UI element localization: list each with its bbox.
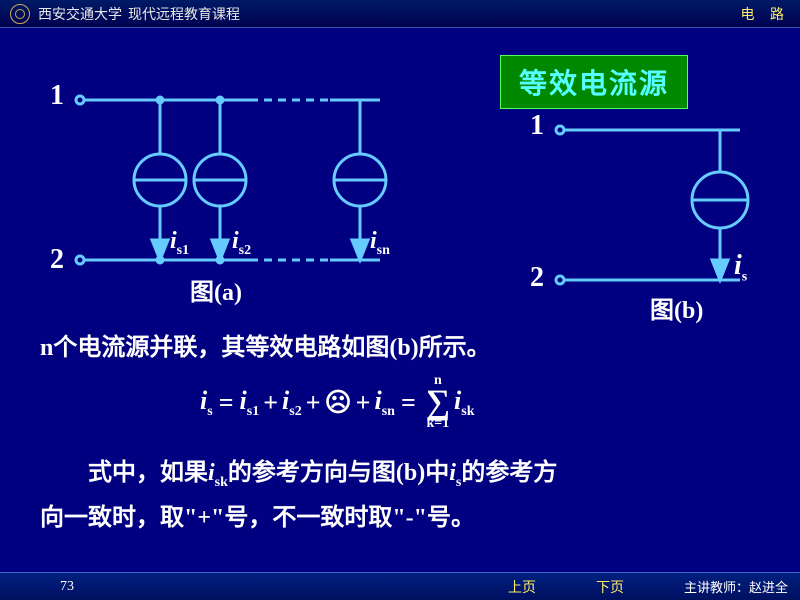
body-line-3: 向一致时，取"+"号，不一致时取"-"号。: [40, 500, 475, 536]
section-title: 等效电流源: [519, 69, 669, 100]
circuit-a-label-is1: is1: [170, 228, 189, 259]
page-number: 73: [60, 579, 74, 595]
circuit-a-figlabel: 图(a): [190, 272, 242, 307]
university-logo: [10, 4, 30, 24]
circuit-a-label-isn: isn: [370, 228, 390, 259]
circuit-b-node-1: 1: [530, 110, 544, 142]
section-title-box: 等效电流源: [500, 55, 688, 109]
university-name: 西安交通大学: [38, 4, 122, 24]
header-bar: 西安交通大学 现代远程教育课程 电 路: [0, 0, 800, 28]
formula: is = is1 + is2 + ☹ + isn = n ∑ k=1 isk: [200, 375, 475, 431]
footer-bar: 73 上页 下页 主讲教师：赵进全: [0, 572, 800, 600]
circuit-b-label-is: is: [734, 250, 747, 286]
course-name: 现代远程教育课程: [128, 4, 240, 24]
teacher-name: 主讲教师：赵进全: [684, 577, 788, 596]
circuit-a-node-1: 1: [50, 80, 64, 112]
circuit-b: [540, 110, 770, 320]
nav-links: 上页 下页: [508, 577, 624, 597]
circuit-b-node-2: 2: [530, 262, 544, 294]
circuit-a-label-is2: is2: [232, 228, 251, 259]
body-line-1: n个电流源并联，其等效电路如图(b)所示。: [40, 330, 491, 366]
subject-name: 电 路: [741, 4, 791, 24]
body-line-2: 式中，如果isk的参考方向与图(b)中is的参考方: [40, 455, 770, 493]
circuit-a-node-2: 2: [50, 244, 64, 276]
circuit-b-figlabel: 图(b): [650, 290, 703, 325]
next-page-link[interactable]: 下页: [596, 577, 624, 597]
prev-page-link[interactable]: 上页: [508, 577, 536, 597]
